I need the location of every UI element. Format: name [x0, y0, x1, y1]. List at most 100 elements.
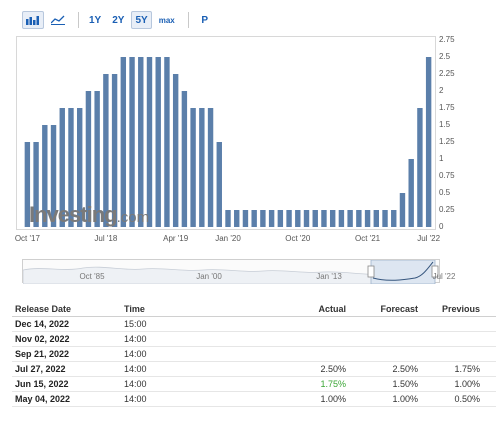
chart-bar[interactable] [111, 74, 118, 227]
area-chart-icon [51, 15, 65, 25]
bar-chart [24, 57, 432, 227]
chart-bar[interactable] [77, 108, 83, 227]
table-row: Nov 02, 2022 14:00 [12, 332, 496, 347]
chart-bar[interactable] [356, 210, 362, 227]
header-forecast[interactable]: Forecast [380, 304, 418, 314]
chart-bar[interactable] [138, 57, 144, 227]
table-row: Jul 27, 2022 14:00 2.50% 2.50% 1.75% [12, 362, 496, 377]
chart-bar[interactable] [303, 210, 310, 227]
cell-previous: 1.00% [454, 379, 480, 389]
chart-bar[interactable] [68, 108, 74, 227]
chart-bar[interactable] [382, 210, 388, 227]
y-tick-label: 1.5 [439, 120, 451, 129]
navigator-label: Oct '85 [79, 272, 105, 281]
cell-forecast: 1.50% [392, 379, 418, 389]
chart-bar[interactable] [399, 193, 406, 227]
cell-actual: 1.00% [320, 394, 346, 404]
toolbar-divider [78, 12, 79, 28]
y-tick-label: 2 [439, 86, 444, 95]
chart-bar[interactable] [347, 210, 353, 227]
chart-bar[interactable] [164, 57, 170, 227]
table-row: Jun 15, 2022 14:00 1.75% 1.50% 1.00% [12, 377, 496, 392]
chart-bar[interactable] [260, 210, 266, 227]
chart-bar[interactable] [33, 142, 39, 227]
area-chart-type-button[interactable] [47, 11, 69, 29]
chart-bar[interactable] [120, 57, 127, 227]
chart-bar[interactable] [94, 91, 100, 227]
range-2y-button[interactable]: 2Y [112, 14, 125, 26]
range-max-button[interactable]: max [158, 15, 175, 25]
chart-bar[interactable] [364, 210, 371, 227]
chart-bar[interactable] [225, 210, 231, 227]
chart-bar[interactable] [391, 210, 397, 227]
chart-bar[interactable] [373, 210, 379, 227]
bar-chart-type-button[interactable] [22, 11, 44, 29]
chart-bar[interactable] [190, 108, 196, 227]
bar-chart-icon [26, 16, 39, 25]
cell-release-date: Dec 14, 2022 [15, 319, 70, 329]
chart-bar[interactable] [216, 142, 222, 227]
navigator-right-handle[interactable] [431, 265, 439, 278]
x-tick-label: Apr '19 [163, 234, 189, 243]
range-navigator[interactable] [22, 259, 440, 285]
cell-forecast: 1.00% [392, 394, 418, 404]
chart-plot-area [16, 36, 436, 230]
cell-actual: 2.50% [320, 364, 346, 374]
investing-watermark-logo: Investing.com [29, 202, 150, 227]
chart-bar[interactable] [181, 91, 188, 227]
y-tick-label: 2.5 [439, 52, 451, 61]
cell-time: 14:00 [124, 394, 147, 404]
chart-bar[interactable] [85, 91, 92, 227]
chart-bar[interactable] [268, 210, 275, 227]
navigator-label: Jan '00 [196, 272, 222, 281]
chart-bar[interactable] [146, 57, 153, 227]
chart-bar[interactable] [129, 57, 135, 227]
header-time[interactable]: Time [124, 304, 145, 314]
chart-bar[interactable] [199, 108, 205, 227]
cell-release-date: May 04, 2022 [15, 394, 71, 404]
table-row: May 04, 2022 14:00 1.00% 1.00% 0.50% [12, 392, 496, 407]
chart-bar[interactable] [251, 210, 257, 227]
cell-previous: 1.75% [454, 364, 480, 374]
cell-previous: 0.50% [454, 394, 480, 404]
chart-bar[interactable] [295, 210, 301, 227]
chart-bar[interactable] [312, 210, 318, 227]
toolbar-divider [187, 12, 189, 28]
chart-bar[interactable] [42, 125, 48, 227]
cell-release-date: Jul 27, 2022 [15, 364, 66, 374]
y-tick-label: 0 [439, 222, 444, 231]
chart-bar[interactable] [234, 210, 240, 227]
chart-bar[interactable] [24, 142, 31, 227]
chart-bar[interactable] [207, 108, 214, 227]
chart-bar[interactable] [321, 210, 327, 227]
chart-bar[interactable] [50, 125, 57, 227]
range-1y-button[interactable]: 1Y [89, 14, 102, 26]
p-button[interactable]: P [201, 14, 209, 26]
y-tick-label: 2.25 [439, 69, 455, 78]
navigator-selection[interactable] [370, 259, 436, 285]
chart-bar[interactable] [417, 108, 423, 227]
chart-bar[interactable] [329, 210, 336, 227]
header-actual[interactable]: Actual [318, 304, 346, 314]
table-header-row: Release Date Time Actual Forecast Previo… [12, 302, 496, 317]
header-release-date[interactable]: Release Date [15, 304, 72, 314]
chart-toolbar: 1Y 2Y 5Y max P [22, 10, 218, 30]
navigator-left-handle[interactable] [367, 265, 375, 278]
chart-bar[interactable] [338, 210, 345, 227]
chart-bar[interactable] [103, 74, 109, 227]
chart-bar[interactable] [408, 159, 414, 227]
x-tick-label: Oct '21 [355, 234, 381, 243]
navigator-overview [22, 259, 439, 285]
cell-time: 15:00 [124, 319, 147, 329]
chart-bar[interactable] [242, 210, 249, 227]
cell-release-date: Jun 15, 2022 [15, 379, 69, 389]
range-5y-button[interactable]: 5Y [131, 11, 152, 29]
header-previous[interactable]: Previous [441, 304, 480, 314]
chart-bar[interactable] [286, 210, 292, 227]
chart-bar[interactable] [155, 57, 161, 227]
chart-bar[interactable] [277, 210, 284, 227]
y-tick-label: 0.75 [439, 171, 455, 180]
chart-bar[interactable] [172, 74, 179, 227]
chart-bar[interactable] [425, 57, 432, 227]
chart-bar[interactable] [59, 108, 65, 227]
